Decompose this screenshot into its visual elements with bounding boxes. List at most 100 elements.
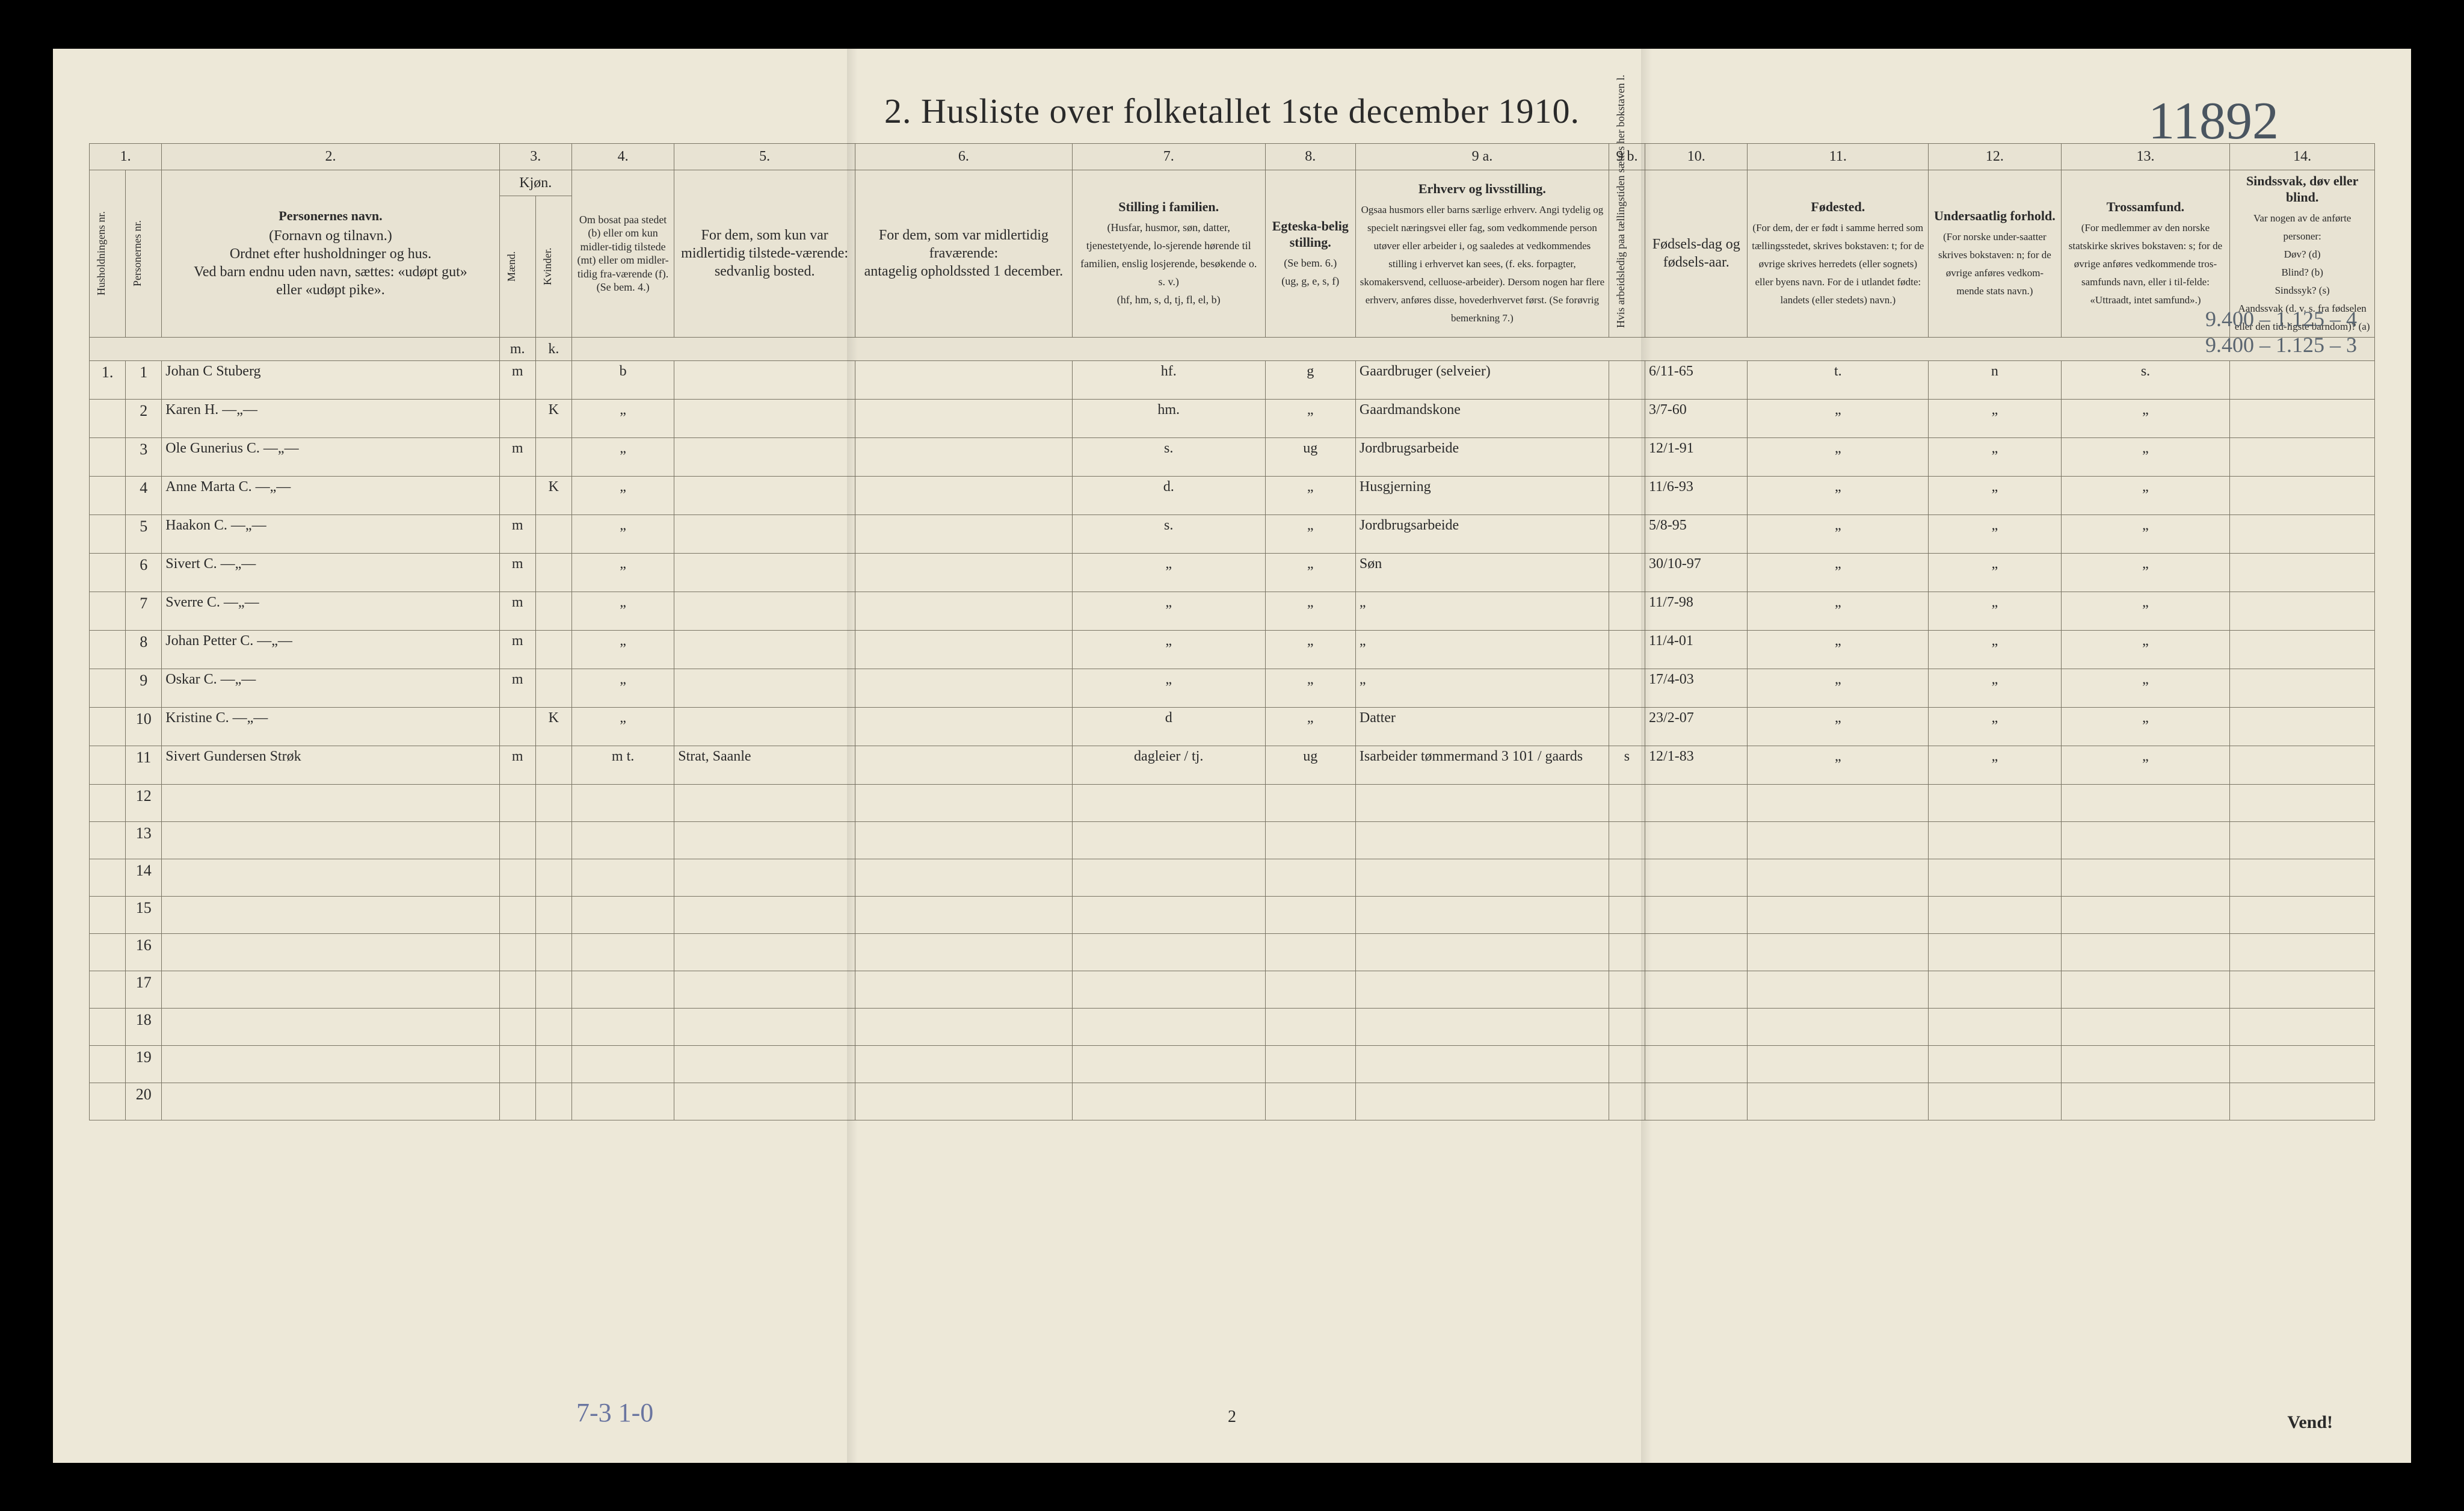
cell-empty	[1355, 971, 1609, 1008]
cell-eg: „	[1265, 514, 1355, 553]
cell-fam: „	[1072, 553, 1265, 592]
col-header: Stilling i familien. (Husfar, husmor, sø…	[1072, 170, 1265, 337]
cell-empty	[1929, 933, 2062, 971]
cell-name: Haakon C. —„—	[162, 514, 499, 553]
cell-name: Johan Petter C. —„—	[162, 630, 499, 669]
cell-empty: 15	[126, 896, 162, 933]
cell-l	[1609, 514, 1645, 553]
cell-c6	[855, 514, 1072, 553]
cell-empty	[1645, 896, 1748, 933]
cell-empty	[571, 1083, 674, 1120]
cell-b: „	[571, 669, 674, 707]
col-header-row: Husholdningens nr. Personernes nr. Perso…	[90, 170, 2375, 196]
cell-b: „	[571, 399, 674, 437]
h-main: Personernes navn.	[165, 208, 495, 224]
vh: Husholdningens nr.	[93, 175, 109, 332]
cell-us: „	[1929, 553, 2062, 592]
cell-fam: „	[1072, 630, 1265, 669]
cell-empty	[1748, 971, 1929, 1008]
cell-c6	[855, 592, 1072, 630]
cell-c5: Strat, Saanle	[674, 746, 855, 784]
cell-sted: „	[1748, 437, 1929, 476]
cell-tro: „	[2061, 553, 2230, 592]
cell-empty	[2230, 1008, 2375, 1045]
colnum: 5.	[674, 143, 855, 170]
cell-empty	[90, 896, 126, 933]
cell-empty	[535, 971, 571, 1008]
cell-tro: „	[2061, 437, 2230, 476]
cell-empty	[855, 1083, 1072, 1120]
cell-k	[535, 437, 571, 476]
cell-empty	[90, 1008, 126, 1045]
cell-empty	[1265, 1008, 1355, 1045]
cell-fam: s.	[1072, 514, 1265, 553]
cell-empty	[2061, 933, 2230, 971]
cell-empty	[2230, 1083, 2375, 1120]
cell-empty: 14	[126, 859, 162, 896]
cell-erhv: Isarbeider tømmermand 3 101 / gaards	[1355, 746, 1609, 784]
cell-tro: „	[2061, 669, 2230, 707]
cell-name: Ole Gunerius C. —„—	[162, 437, 499, 476]
cell-empty	[499, 821, 535, 859]
vh: Hvis arbeidsledig paa tællingstiden sætt…	[1613, 175, 1629, 332]
cell-c5	[674, 669, 855, 707]
h-sub: (For norske under-saatter skrives boksta…	[1938, 231, 2051, 297]
cell-eg: „	[1265, 630, 1355, 669]
cell-empty	[1748, 821, 1929, 859]
vend-label: Vend!	[2287, 1412, 2333, 1433]
cell-empty	[1072, 896, 1265, 933]
cell-fam: „	[1072, 592, 1265, 630]
cell-l	[1609, 592, 1645, 630]
cell-empty	[1748, 933, 1929, 971]
cell-empty	[1645, 933, 1748, 971]
cell-c5	[674, 707, 855, 746]
table-row: 9Oskar C. —„—m„„„„17/4-03„„„	[90, 669, 2375, 707]
cell-fam: dagleier / tj.	[1072, 746, 1265, 784]
h-main: Fødested.	[1751, 199, 1924, 215]
table-header: 1. 2. 3. 4. 5. 6. 7. 8. 9 a. 9 b. 10. 11…	[90, 143, 2375, 360]
cell-empty	[1265, 971, 1355, 1008]
cell-tro: „	[2061, 746, 2230, 784]
table-row: 4Anne Marta C. —„—K„d.„Husgjerning11/6-9…	[90, 476, 2375, 514]
col-header: Mænd.	[499, 196, 535, 337]
cell-c6	[855, 746, 1072, 784]
cell-k: K	[535, 707, 571, 746]
cell-c14	[2230, 630, 2375, 669]
cell-empty	[1929, 971, 2062, 1008]
cell-b: „	[571, 553, 674, 592]
cell-empty	[1929, 1083, 2062, 1120]
table-row: 8Johan Petter C. —„—m„„„„11/4-01„„„	[90, 630, 2375, 669]
cell-empty	[2061, 784, 2230, 821]
cell-m	[499, 476, 535, 514]
cell-empty	[1355, 859, 1609, 896]
cell-l	[1609, 360, 1645, 399]
cell-empty	[162, 859, 499, 896]
cell-b: m t.	[571, 746, 674, 784]
cell-erhv: Gaardbruger (selveier)	[1355, 360, 1609, 399]
cell-empty	[162, 933, 499, 971]
cell-empty	[571, 971, 674, 1008]
cell-fam: s.	[1072, 437, 1265, 476]
margin-note: 9.400 – 1.125 – 3	[2205, 332, 2357, 358]
h-sub: (For medlemmer av den norske statskirke …	[2069, 222, 2222, 306]
cell-hh	[90, 476, 126, 514]
cell-empty	[855, 859, 1072, 896]
cell-c6	[855, 707, 1072, 746]
cell-sted: „	[1748, 707, 1929, 746]
cell-us: „	[1929, 399, 2062, 437]
cell-l	[1609, 399, 1645, 437]
h-main: Sindssvak, døv eller blind.	[2234, 173, 2371, 206]
cell-fod: 11/4-01	[1645, 630, 1748, 669]
h-sub: (Se bem. 6.) (ug, g, e, s, f)	[1281, 257, 1339, 287]
cell-c14	[2230, 360, 2375, 399]
cell-empty	[2230, 896, 2375, 933]
cell-empty	[1265, 784, 1355, 821]
vh: Kvinder.	[540, 206, 556, 327]
cell-empty	[2230, 1045, 2375, 1083]
cell-n: 8	[126, 630, 162, 669]
cell-empty	[1355, 784, 1609, 821]
cell-tro: „	[2061, 707, 2230, 746]
cell-empty	[674, 859, 855, 896]
cell-empty	[571, 1045, 674, 1083]
cell-sted: „	[1748, 399, 1929, 437]
